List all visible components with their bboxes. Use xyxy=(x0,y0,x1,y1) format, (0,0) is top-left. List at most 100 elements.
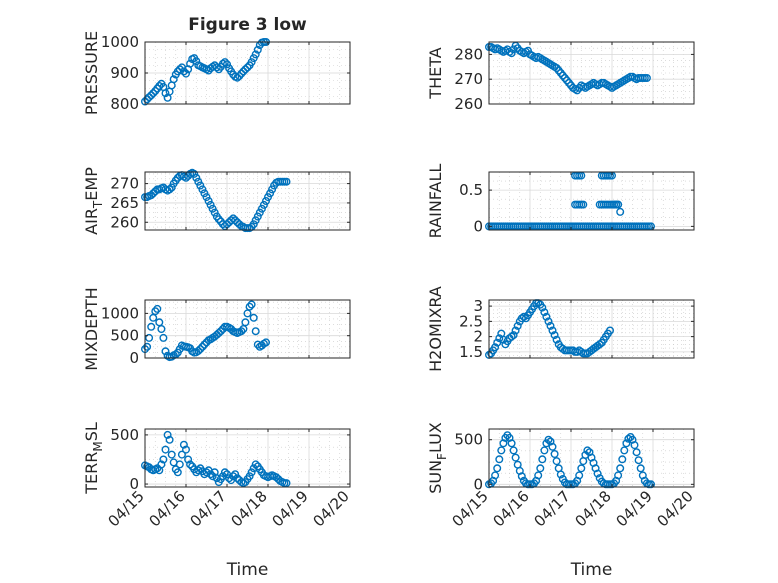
data-point xyxy=(147,322,156,331)
data-point xyxy=(194,346,203,355)
y-axis-label: MIXDEPTH xyxy=(82,287,101,370)
y-axis-label-main: SUN xyxy=(426,460,445,494)
data-point xyxy=(173,468,182,477)
data-point xyxy=(507,439,516,448)
data-point xyxy=(517,472,526,481)
axes-frame xyxy=(488,428,695,488)
data-point xyxy=(237,327,246,336)
data-point xyxy=(233,73,242,82)
data-point xyxy=(249,313,258,322)
subplot-6: 1.522.53 H2OMIXRA xyxy=(426,286,695,372)
axes-frame xyxy=(488,41,695,105)
y-tick-label: 0 xyxy=(473,475,483,493)
y-axis-label-tail: SL xyxy=(82,422,101,441)
subplot-2: 260 270 280 THETA xyxy=(426,41,695,113)
data-point xyxy=(491,471,500,480)
data-point xyxy=(519,312,528,321)
data-point xyxy=(177,450,186,459)
y-axis-label: H2OMIXRA xyxy=(426,286,445,372)
data-point xyxy=(642,73,651,82)
data-point xyxy=(210,208,219,217)
x-axis-label: Time xyxy=(226,560,269,580)
data-point xyxy=(616,464,625,473)
data-point xyxy=(192,57,201,66)
data-point xyxy=(194,466,203,475)
data-point xyxy=(259,200,268,209)
data-point xyxy=(542,312,551,321)
data-point xyxy=(159,455,168,464)
data-point xyxy=(208,204,217,213)
data-point xyxy=(231,470,240,479)
data-point xyxy=(167,450,176,459)
data-point xyxy=(614,471,623,480)
data-point xyxy=(632,448,641,457)
data-point xyxy=(507,49,516,58)
data-point xyxy=(155,81,164,90)
y-axis-label: TERRMSL xyxy=(82,422,105,495)
data-point xyxy=(202,193,211,202)
data-point xyxy=(165,435,174,444)
data-point xyxy=(548,442,557,451)
data-point xyxy=(212,63,221,72)
y-axis-label-main: H2OMIXRA xyxy=(426,286,445,372)
x-axis-label: Time xyxy=(570,560,613,580)
data-point xyxy=(196,345,205,354)
data-point xyxy=(216,327,225,336)
y-axis-label-subscript: F xyxy=(435,453,449,460)
data-point xyxy=(161,445,170,454)
data-point xyxy=(495,455,504,464)
series-markers xyxy=(140,300,271,362)
data-point xyxy=(636,464,645,473)
data-point xyxy=(229,472,238,481)
axes-frame xyxy=(488,299,695,359)
data-point xyxy=(257,204,266,213)
data-point xyxy=(497,446,506,455)
x-tick-label: 04/17 xyxy=(531,487,574,530)
data-point xyxy=(616,207,625,216)
y-tick-label: 900 xyxy=(110,64,139,82)
data-point xyxy=(583,446,592,455)
y-axis-label-main: RAINFALL xyxy=(426,164,445,239)
data-point xyxy=(262,338,271,347)
y-tick-label: 3 xyxy=(473,297,483,315)
data-point xyxy=(167,183,176,192)
data-point xyxy=(157,460,166,469)
data-point xyxy=(214,329,223,338)
y-tick-label: 0 xyxy=(473,217,483,235)
y-axis-label-subscript: T xyxy=(91,200,105,209)
y-axis-label: SUNFLUX xyxy=(426,422,449,494)
data-point xyxy=(282,479,291,488)
data-point xyxy=(552,457,561,466)
data-point xyxy=(194,177,203,186)
data-point xyxy=(151,307,160,316)
data-point xyxy=(509,446,518,455)
data-point xyxy=(620,446,629,455)
data-point xyxy=(179,440,188,449)
y-tick-label: 800 xyxy=(110,95,139,113)
data-point xyxy=(206,470,215,479)
data-point xyxy=(202,468,211,477)
data-point xyxy=(493,464,502,473)
data-point xyxy=(251,327,260,336)
data-point xyxy=(266,189,275,198)
data-point xyxy=(544,435,553,444)
data-point xyxy=(538,303,547,312)
data-point xyxy=(143,95,152,104)
data-point xyxy=(206,200,215,209)
data-point xyxy=(595,340,604,349)
data-point xyxy=(495,334,504,343)
data-point xyxy=(198,185,207,194)
data-point xyxy=(606,326,615,335)
subplot-4: 0 0.5 RAINFALL xyxy=(426,164,695,239)
data-point xyxy=(247,300,256,309)
data-point xyxy=(200,340,209,349)
data-point xyxy=(540,446,549,455)
y-tick-label: 0 xyxy=(129,475,139,493)
data-point xyxy=(493,338,502,347)
axes-frame xyxy=(144,428,351,488)
data-point xyxy=(181,69,190,78)
data-point xyxy=(249,220,258,229)
x-tick-label: 04/18 xyxy=(572,487,615,530)
